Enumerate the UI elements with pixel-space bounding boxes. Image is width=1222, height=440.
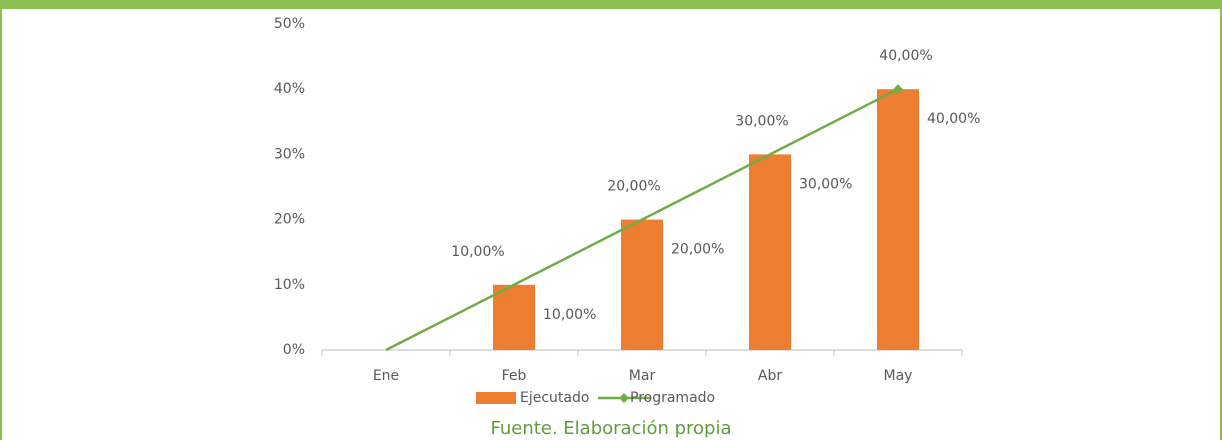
top-bar [0,0,1222,9]
bar-label: 40,00% [927,111,980,127]
bar [621,219,663,350]
y-tick-label: 0% [283,342,305,358]
line-label: 10,00% [451,244,504,260]
x-tick-label: Feb [502,368,527,384]
y-tick-label: 50% [274,16,305,32]
x-tick-label: Ene [373,368,399,384]
x-tick-label: Abr [758,368,782,384]
y-tick-label: 30% [274,146,305,162]
legend-marker [619,393,629,403]
y-tick-label: 10% [274,277,305,293]
marker [893,84,903,95]
caption: Fuente. Elaboración propia [490,418,731,439]
bar-label: 30,00% [799,176,852,192]
left-border [0,0,2,440]
legend-label: Programado [630,390,715,406]
legend-label: Ejecutado [520,390,589,406]
line-label: 30,00% [735,113,788,129]
bar-label: 10,00% [543,307,596,323]
legend-swatch [476,392,516,404]
right-border [1220,0,1222,440]
x-tick-label: May [884,368,913,384]
bar [493,284,535,350]
y-tick-label: 40% [274,81,305,97]
line [385,88,899,352]
bar-label: 20,00% [671,242,724,258]
y-tick-label: 20% [274,212,305,228]
bar [749,154,791,350]
x-tick-label: Mar [629,368,656,384]
bar [877,89,919,350]
line-label: 20,00% [607,179,660,195]
line-label: 40,00% [879,48,932,64]
